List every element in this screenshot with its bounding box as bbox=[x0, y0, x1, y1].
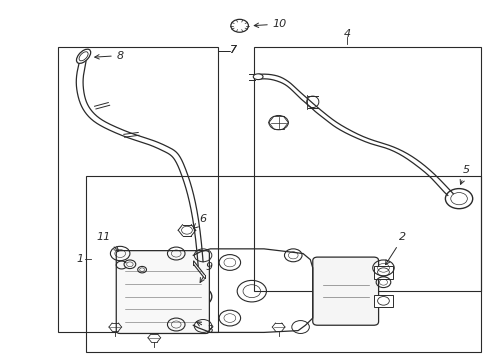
Text: 4: 4 bbox=[343, 29, 350, 39]
Text: 7: 7 bbox=[230, 45, 237, 55]
Bar bbox=[373, 266, 392, 279]
Text: 1: 1 bbox=[76, 254, 83, 264]
Bar bbox=[58, 47, 217, 332]
Bar bbox=[373, 295, 392, 307]
Bar bbox=[254, 47, 480, 291]
Text: 9: 9 bbox=[200, 262, 212, 283]
Text: 7: 7 bbox=[230, 45, 237, 55]
Text: 6: 6 bbox=[193, 215, 206, 228]
Text: 5: 5 bbox=[459, 165, 469, 184]
Text: 11: 11 bbox=[96, 232, 119, 251]
Text: 3: 3 bbox=[196, 322, 213, 335]
Ellipse shape bbox=[230, 19, 248, 32]
Ellipse shape bbox=[79, 52, 88, 61]
Text: 2: 2 bbox=[385, 232, 406, 265]
Ellipse shape bbox=[253, 74, 263, 80]
FancyBboxPatch shape bbox=[312, 257, 378, 325]
Text: 10: 10 bbox=[254, 19, 286, 29]
Bar bbox=[86, 176, 480, 352]
Ellipse shape bbox=[76, 49, 90, 63]
Text: 8: 8 bbox=[95, 50, 123, 60]
FancyBboxPatch shape bbox=[116, 251, 209, 333]
